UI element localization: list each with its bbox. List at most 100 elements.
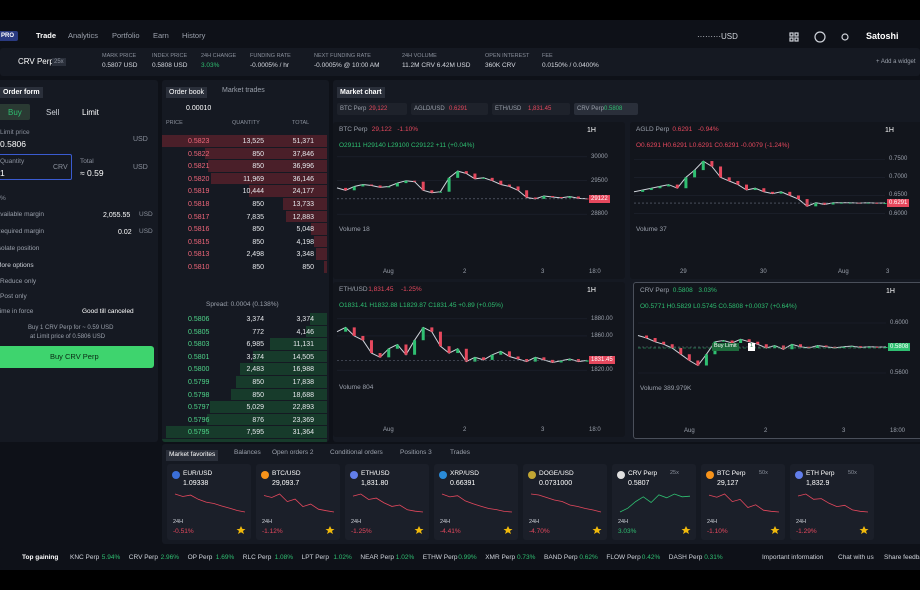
margin-value: 2,055.55 <box>103 212 131 219</box>
order-type[interactable]: Limit <box>82 108 99 117</box>
stat-value: -0.0005% / hr <box>250 62 290 69</box>
tab[interactable]: Positions 3 <box>400 449 432 456</box>
quantity: 850 <box>252 391 264 399</box>
gainer-name[interactable]: FLOW Perp <box>606 554 641 561</box>
x-tick-label: 3 <box>886 269 890 275</box>
quantity: 2,483 <box>246 366 264 374</box>
footer-link[interactable]: Chat with us <box>838 554 874 561</box>
gainer-change: 1.02% <box>395 554 415 561</box>
depth-bar <box>208 160 327 172</box>
candle <box>756 341 760 345</box>
tab[interactable]: Conditional orders <box>330 449 383 456</box>
gainer-name[interactable]: OP Perp <box>187 554 213 561</box>
quantity: 850 <box>252 379 264 386</box>
gainer-change: 1.02% <box>333 554 352 561</box>
candle <box>822 202 826 205</box>
buy-tab-label: Buy <box>8 108 22 117</box>
depth-bar <box>249 185 327 197</box>
market-card[interactable]: ETH/USD 1,831.80 24H -1.25% <box>345 464 429 540</box>
leverage: 25x <box>670 470 679 476</box>
chart-tab[interactable]: BTC Perp 29,122 <box>337 103 407 115</box>
leverage: 25x <box>52 58 66 66</box>
change: -1.29% <box>796 528 817 535</box>
star <box>503 526 513 534</box>
nav-item[interactable]: Analytics <box>68 31 99 40</box>
gainer-change: 0.99% <box>458 554 477 561</box>
stat-label: FUNDING RATE <box>250 53 291 59</box>
price: 0.0731000 <box>539 480 573 487</box>
quantity: 7,595 <box>246 429 264 437</box>
option[interactable]: Good till canceled <box>82 308 134 315</box>
quantity: 850 <box>252 201 264 208</box>
market-name: XRP/USD <box>450 470 479 477</box>
gainer-name[interactable]: XMR Perp <box>485 554 516 561</box>
tab[interactable]: Balances <box>234 449 261 456</box>
option[interactable]: More options <box>0 262 34 269</box>
market-card[interactable]: XRP/USD 0.66391 24H -4.41% <box>434 464 518 540</box>
timeframe[interactable]: 1H <box>886 288 895 295</box>
tab[interactable]: Trades <box>450 449 470 456</box>
timeframe[interactable]: 1H <box>587 127 596 134</box>
quantity: 850 <box>252 163 264 171</box>
gainer-name[interactable]: BAND Perp <box>544 554 578 561</box>
market-card[interactable]: BTC Perp 50x 29,127 24H -1.10% <box>701 464 785 540</box>
y-tick-label: 0.6000 <box>889 210 908 217</box>
buy-tab[interactable] <box>0 104 30 120</box>
gainer-name[interactable]: NEAR Perp <box>360 554 394 561</box>
market-card[interactable]: CRV Perp 25x 0.5807 24H 3.03% <box>612 464 696 540</box>
gainer-name[interactable]: CRV Perp <box>128 554 158 561</box>
stat-value: 11.2M CRV 6.42M USD <box>402 62 471 69</box>
nav-item[interactable]: History <box>182 31 206 40</box>
nav-item[interactable]: Trade <box>36 31 57 40</box>
market-card[interactable]: DOGE/USD 0.0731000 24H -4.70% <box>523 464 607 540</box>
tab[interactable]: Market favorites <box>166 450 219 461</box>
coin-icon <box>439 471 447 479</box>
candle <box>585 360 589 362</box>
add-widget[interactable]: + Add a widget <box>876 59 916 65</box>
coin-icon <box>350 471 358 479</box>
gainer-name[interactable]: RLC Perp <box>242 554 272 561</box>
gainer-name[interactable]: KNC Perp <box>70 554 100 561</box>
y-tick-label: 0.7000 <box>889 174 908 181</box>
candle <box>568 196 572 198</box>
tab[interactable]: Order book <box>166 87 208 98</box>
tab[interactable]: Market trades <box>222 87 265 94</box>
timeframe[interactable]: 1H <box>587 287 596 294</box>
candle <box>490 354 494 360</box>
user[interactable]: Satoshi <box>866 31 899 41</box>
star <box>236 526 246 534</box>
panel-title: Market chart <box>337 87 385 98</box>
sell-tab[interactable]: Sell <box>46 108 60 117</box>
nav-item[interactable]: Portfolio <box>112 31 140 40</box>
buy-button[interactable]: Buy CRV Perp <box>0 346 154 368</box>
candle <box>824 345 828 347</box>
candle <box>456 348 460 354</box>
candle <box>696 360 700 366</box>
sparkline <box>797 493 869 513</box>
gainer-name[interactable]: ETHW Perp <box>422 554 458 561</box>
pair: BTC Perp <box>339 126 368 133</box>
nav-item[interactable]: Earn <box>153 31 169 40</box>
chart-tab[interactable]: AGLD/USD 0.6291 <box>411 103 488 115</box>
footer-link[interactable]: Important information <box>762 554 824 561</box>
price: 0.5806 <box>188 316 210 323</box>
stat-label: MARK PRICE <box>102 53 137 59</box>
y-tick-label: 0.6000 <box>890 320 909 326</box>
gainer-change: 5.94% <box>101 554 121 561</box>
tab[interactable]: Open orders 2 <box>272 449 314 456</box>
price: 0.5823 <box>188 138 210 145</box>
gainer-name[interactable]: LPT Perp <box>301 554 329 561</box>
total: 31,364 <box>292 429 314 437</box>
last-price-badge: 0.6291 <box>887 199 910 208</box>
chart-tab[interactable]: CRV Perp 0.5808 <box>574 103 638 115</box>
market-card[interactable]: BTC/USD 29,093.7 24H -1.12% <box>256 464 340 540</box>
footer-link[interactable]: Share feedback <box>884 554 920 561</box>
chart-tab[interactable]: ETH/USD 1,831.45 <box>492 103 570 115</box>
timeframe[interactable]: 1H <box>885 127 894 134</box>
price: 0.5798 <box>188 391 210 399</box>
gainer-name[interactable]: DASH Perp <box>668 554 703 561</box>
market-card[interactable]: ETH Perp 50x 1,832.9 24H -1.29% <box>790 464 874 540</box>
candle <box>516 186 520 191</box>
candle <box>722 340 726 342</box>
market-card[interactable]: EUR/USD 1.09338 24H -0.51% <box>167 464 251 540</box>
